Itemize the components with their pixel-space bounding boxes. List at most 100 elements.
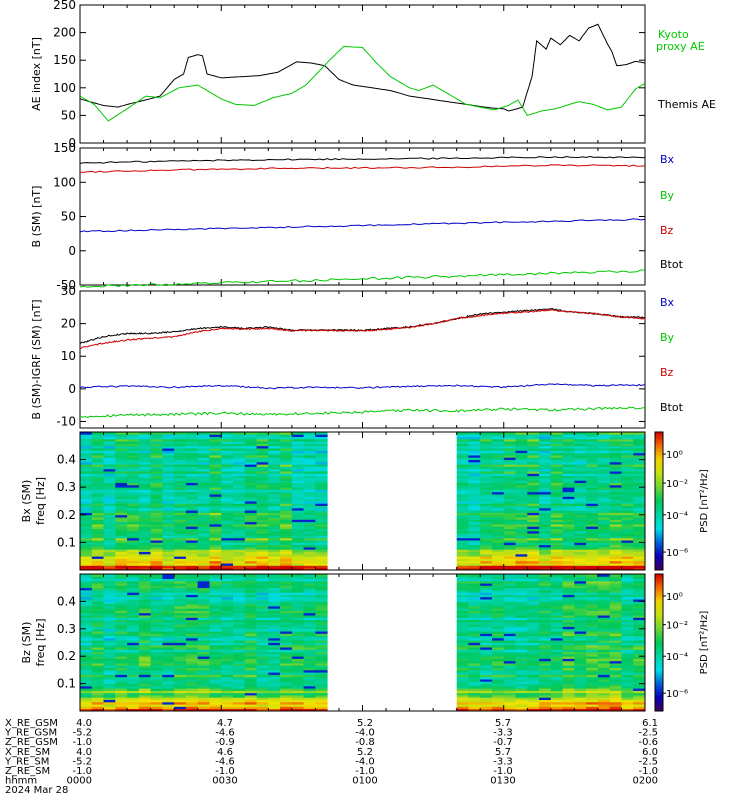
colorbar-tick-label: 10⁻² xyxy=(666,621,688,632)
ephemeris-value: -0.6 xyxy=(638,737,658,748)
colorbar-tick-label: 10⁻⁴ xyxy=(666,652,688,663)
legend-btot: Btot xyxy=(660,258,684,271)
y-axis-label-component: Bx (SM) xyxy=(20,480,33,523)
series-line-by xyxy=(79,406,646,419)
ephemeris-value: -4.0 xyxy=(355,756,375,767)
ephemeris-value: 6.0 xyxy=(642,747,658,758)
ephemeris-label: hhmm xyxy=(5,776,37,787)
colorbar-tick-label: 10⁰ xyxy=(666,450,683,461)
ephemeris-value: 5.2 xyxy=(357,747,373,758)
series-line-btot xyxy=(79,155,645,164)
y-tick-label: 0 xyxy=(68,136,76,150)
series-line-kyoto-proxy-ae xyxy=(79,45,646,122)
series-line-bx xyxy=(79,164,646,173)
y-tick-label: 0 xyxy=(68,382,76,396)
ephemeris-value: 4.7 xyxy=(217,718,233,729)
ephemeris-value: 0100 xyxy=(352,776,377,787)
y-tick-label: 30 xyxy=(61,284,76,298)
ephemeris-value: 5.7 xyxy=(495,718,511,729)
y-tick-label: 150 xyxy=(53,53,76,67)
y-axis-label: AE index [nT] xyxy=(30,37,43,111)
y-tick-label: 10 xyxy=(61,349,76,363)
ephemeris-label: Y_RE_GSM xyxy=(4,728,57,739)
ephemeris-value: 5.7 xyxy=(495,747,511,758)
y-tick-label: 0.2 xyxy=(57,508,76,522)
ephemeris-value: -1.0 xyxy=(72,737,92,748)
legend-bz: Bz xyxy=(660,224,674,237)
y-tick-label: 250 xyxy=(53,0,76,12)
ephemeris-label: X_RE_GSM xyxy=(5,718,58,729)
y-tick-label: 0.3 xyxy=(57,622,76,636)
legend-by: By xyxy=(660,189,675,202)
ephemeris-value: -3.3 xyxy=(493,728,513,739)
legend-btot-2: Btot xyxy=(660,401,684,414)
legend-by-2: By xyxy=(660,331,675,344)
legend-bx: Bx xyxy=(660,153,675,166)
series-line-themis-ae xyxy=(79,23,646,112)
y-axis-label: B (SM)-IGRF (SM) [nT] xyxy=(30,299,43,419)
ephemeris-value: -1.0 xyxy=(215,766,235,777)
colorbar xyxy=(654,431,664,571)
ephemeris-value: -0.7 xyxy=(493,737,513,748)
ephemeris-label: X_RE_SM xyxy=(5,747,50,758)
colorbar-tick-label: 10⁻⁶ xyxy=(666,548,688,559)
y-tick-label: 0.1 xyxy=(57,535,76,549)
ephemeris-value: 4.6 xyxy=(217,747,233,758)
y-tick-label: 50 xyxy=(61,210,76,224)
y-tick-label: 150 xyxy=(53,141,76,155)
ephemeris-label: Z_RE_GSM xyxy=(5,737,58,748)
legend-bx-2: Bx xyxy=(660,296,675,309)
y-axis-label: B (SM) [nT] xyxy=(30,186,43,248)
panel-frame-0 xyxy=(79,4,646,144)
ephemeris-label: Y_RE_SM xyxy=(4,756,49,767)
ephemeris-value: -1.0 xyxy=(638,766,658,777)
series-line-bx xyxy=(79,308,646,350)
ephemeris-value: -4.6 xyxy=(215,756,235,767)
series-line-bz xyxy=(79,383,645,390)
ephemeris-value: 0000 xyxy=(67,776,92,787)
spectrogram-cells-4 xyxy=(80,574,646,712)
ephemeris-value: 4.0 xyxy=(76,718,92,729)
colorbar-label: PSD [nT²/Hz] xyxy=(699,469,710,533)
y-tick-label: -50 xyxy=(56,278,76,292)
ephemeris-value: 5.2 xyxy=(357,718,373,729)
y-tick-label: 20 xyxy=(61,317,76,331)
colorbar-tick-label: 10⁻² xyxy=(666,479,688,490)
colorbar xyxy=(654,573,664,712)
ephemeris-value: -0.9 xyxy=(215,737,235,748)
series-line-by xyxy=(79,269,646,288)
y-tick-label: 0.4 xyxy=(57,453,76,467)
spectrogram-cells-3 xyxy=(80,432,646,571)
ephemeris-value: 0200 xyxy=(633,776,658,787)
y-axis-label-freq: freq [Hz] xyxy=(34,477,47,525)
colorbar-tick-label: 10⁻⁴ xyxy=(666,511,688,522)
ephemeris-value: 4.0 xyxy=(76,747,92,758)
series-line-bz xyxy=(79,218,646,233)
panel-frame-1 xyxy=(79,147,646,286)
legend-kyoto-line2: proxy AE xyxy=(656,40,705,53)
ephemeris-value: -1.0 xyxy=(72,766,92,777)
ephemeris-label: Z_RE_SM xyxy=(5,766,50,777)
colorbar-tick-label: 10⁰ xyxy=(666,592,683,603)
legend-kyoto-line1: Kyoto xyxy=(658,28,689,41)
y-axis-label-freq: freq [Hz] xyxy=(34,618,47,666)
ephemeris-value: -0.8 xyxy=(355,737,375,748)
legend-bz-2: Bz xyxy=(660,366,674,379)
y-tick-label: 100 xyxy=(53,81,76,95)
ephemeris-value: -5.2 xyxy=(72,756,92,767)
colorbar-tick-label: 10⁻⁶ xyxy=(666,689,688,700)
y-axis-label-component: Bz (SM) xyxy=(20,622,33,664)
legend-themis: Themis AE xyxy=(657,98,716,111)
ephemeris-value: -5.2 xyxy=(72,728,92,739)
y-tick-label: 200 xyxy=(53,26,76,40)
y-tick-label: 0.4 xyxy=(57,594,76,608)
y-tick-label: -10 xyxy=(56,414,76,428)
ephemeris-value: -4.6 xyxy=(215,728,235,739)
ephemeris-value: -3.3 xyxy=(493,756,513,767)
date-label: 2024 Mar 28 xyxy=(5,785,68,796)
y-tick-label: 0.1 xyxy=(57,677,76,691)
y-tick-label: 0 xyxy=(68,244,76,258)
y-tick-label: 100 xyxy=(53,175,76,189)
ephemeris-value: -1.0 xyxy=(493,766,513,777)
